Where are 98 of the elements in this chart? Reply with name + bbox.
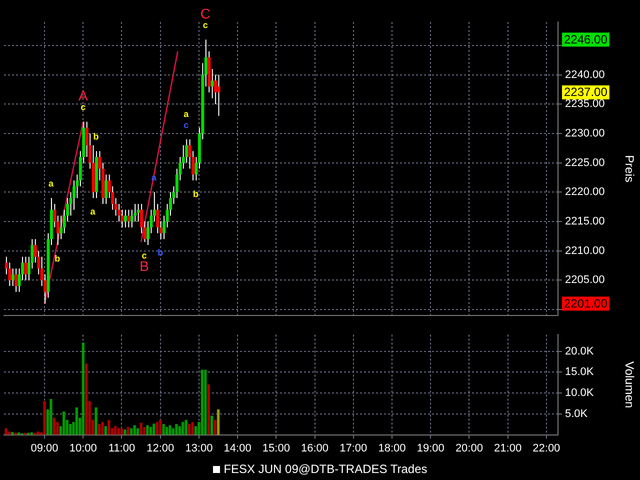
x-tick-label: 19:00 (416, 442, 444, 454)
x-tick-label: 12:00 (146, 442, 174, 454)
x-tick-label: 21:00 (494, 442, 522, 454)
candlestick (217, 74, 220, 116)
bar (94, 407, 98, 435)
bar (56, 422, 59, 435)
candlestick (24, 256, 28, 281)
bar (214, 420, 216, 435)
y-axis-title: Preis (622, 155, 636, 182)
annotation: a (90, 206, 96, 217)
y-tick-label: 2205.00 (565, 274, 605, 286)
bar (200, 370, 204, 435)
y-tick-label: 10.0K (565, 387, 594, 400)
bar (216, 409, 220, 435)
bar (4, 428, 8, 435)
bar (188, 424, 191, 435)
bar (184, 420, 188, 435)
text: 2201.00 (564, 296, 608, 310)
annotation: c (184, 120, 189, 130)
annotation: b (192, 188, 199, 199)
annotation: b (158, 248, 164, 258)
bar (98, 424, 101, 435)
bar (175, 424, 178, 435)
y-tick-label: 2235.00 (565, 98, 605, 110)
bar (85, 363, 88, 435)
y-axis-title: Volumen (622, 361, 636, 408)
bar (120, 428, 124, 435)
annotation: a (48, 178, 54, 189)
x-tick-label: 15:00 (262, 442, 290, 454)
bar (210, 416, 214, 435)
annotation: c (80, 102, 86, 112)
bar (191, 422, 194, 435)
bar (124, 429, 126, 435)
text: 2246.00 (564, 32, 608, 46)
bar (165, 426, 168, 435)
x-tick-label: 13:00 (185, 442, 213, 454)
y-tick-label: 20.0K (565, 345, 594, 358)
x-tick-label: 18:00 (378, 442, 406, 454)
y-tick-label: 5.0K (565, 408, 588, 420)
x-tick-label: 09:00 (30, 442, 58, 454)
bar (117, 428, 120, 435)
bar (62, 412, 66, 435)
candlestick (11, 268, 14, 287)
bar (207, 384, 210, 435)
y-tick-label: 2240.00 (565, 68, 605, 81)
y-tick-label: 2230.00 (565, 128, 605, 140)
y-tick-label: 15.0K (565, 366, 594, 378)
bar (104, 426, 107, 435)
bar (194, 426, 198, 435)
x-tick-label: 11:00 (108, 442, 136, 454)
bar (114, 426, 117, 435)
bar (82, 342, 84, 435)
candlestick (14, 268, 18, 292)
text: 2237.00 (564, 85, 608, 100)
bar (142, 426, 146, 435)
y-tick-label: 2215.00 (565, 216, 605, 228)
bar (159, 420, 162, 435)
bar (152, 424, 156, 435)
bar (140, 422, 142, 435)
bar (182, 422, 184, 435)
bar (108, 420, 110, 435)
bar (168, 425, 172, 435)
bar (126, 426, 130, 435)
bar (146, 425, 149, 435)
candlestick (104, 174, 108, 204)
bar (136, 428, 140, 435)
bar (52, 418, 56, 435)
x-tick-label: 10:00 (69, 442, 97, 454)
x-tick-label: 16:00 (301, 442, 329, 454)
bar (101, 422, 104, 435)
candlestick (124, 209, 127, 228)
candlestick (210, 68, 214, 99)
bar (75, 407, 78, 435)
annotation: C (200, 5, 210, 22)
bar (178, 426, 181, 435)
candlestick (127, 209, 130, 228)
bar (162, 424, 165, 435)
bar (172, 428, 175, 435)
x-tick-label: 17:00 (340, 442, 368, 454)
y-tick-label: 2210.00 (565, 244, 605, 257)
bar (156, 422, 158, 435)
annotation: b (93, 132, 100, 142)
bar (43, 401, 46, 435)
y-tick-label: 2220.00 (565, 186, 605, 198)
annotation: A (78, 88, 88, 104)
annotation: b (54, 253, 61, 264)
bar (130, 428, 133, 435)
bar (149, 426, 152, 435)
text: FESX JUN 09@DTB-TRADES Trades (224, 462, 428, 476)
bar (204, 370, 207, 435)
x-tick-label: 22:00 (532, 442, 560, 454)
annotation: c (202, 20, 208, 30)
y-tick-label: 2225.00 (565, 156, 605, 169)
annotation: a (184, 108, 190, 119)
bar (68, 424, 72, 435)
x-tick-label: 14:00 (224, 442, 252, 454)
bar (50, 398, 52, 435)
x-tick-label: 20:00 (455, 442, 483, 454)
